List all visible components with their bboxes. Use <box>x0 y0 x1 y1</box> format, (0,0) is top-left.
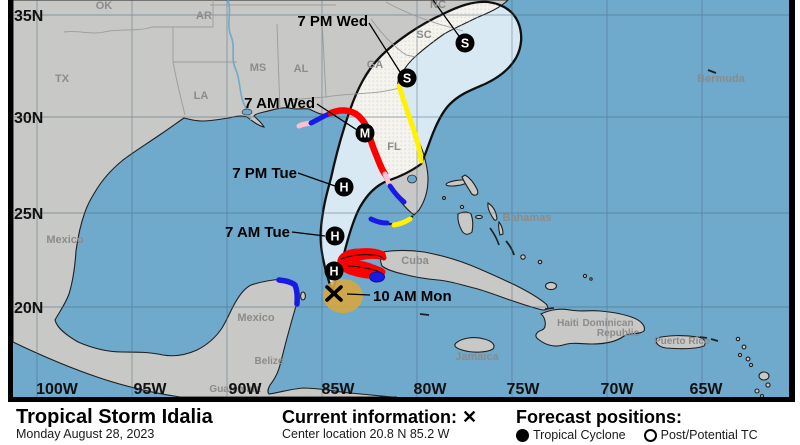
cone-of-uncertainty-outline <box>319 0 523 295</box>
time-label-wed7am: 7 AM Wed <box>244 95 315 112</box>
label-texas: TX <box>55 73 70 85</box>
page-margin-left <box>0 0 8 402</box>
forecast-marker-circle <box>455 33 475 53</box>
lon-label-85w: 85W <box>322 381 356 398</box>
ts-watch-upper-keys <box>391 216 413 228</box>
page-margin-right <box>795 0 800 402</box>
lat-label-35n: 35N <box>14 8 43 25</box>
marker-letter: M <box>360 127 370 141</box>
lon-label-90w: 90W <box>229 381 263 398</box>
label-guatemala: Guatemala <box>209 384 261 395</box>
time-label-tue7pm: 7 PM Tue <box>232 165 297 182</box>
current-position-x-glyph: ✕ <box>462 407 478 427</box>
coordinate-labels: 35N 30N 25N 20N 100W 95W 90W 85W 80W 75W… <box>14 8 723 398</box>
cutoff-leader-line <box>432 0 460 37</box>
state-borders <box>63 0 464 116</box>
current-position-x-icon <box>325 285 343 302</box>
label-bahamas: Bahamas <box>503 212 552 224</box>
label-alabama: AL <box>294 63 309 75</box>
forecast-time-labels: 10 AM Mon 7 AM Tue 7 PM Tue 7 AM Wed 7 P… <box>225 13 452 305</box>
label-bermuda: Bermuda <box>697 73 746 85</box>
marker-letter: S <box>461 37 469 51</box>
map-frame-left <box>8 0 13 402</box>
lake-pontchartrain <box>241 108 253 116</box>
lon-label-100w: 100W <box>36 381 79 398</box>
label-north-carolina: NC <box>430 0 446 11</box>
label-louisiana: LA <box>194 90 209 102</box>
west-cuba-coastline-detail <box>340 254 385 260</box>
forecast-positions-legend: Tropical Cyclone Post/Potential TC <box>516 428 758 442</box>
time-label-wed7pm: 7 PM Wed <box>297 13 368 30</box>
info-footer-bar: Tropical Storm Idalia Monday August 28, … <box>0 402 800 445</box>
time-label-tue7am: 7 AM Tue <box>225 224 290 241</box>
forecast-positions-block: Forecast positions: Tropical Cyclone Pos… <box>516 407 758 442</box>
label-leader-lines <box>291 0 460 296</box>
label-mexico: Mexico <box>46 234 84 246</box>
lat-label-20n: 20N <box>14 300 43 317</box>
advisory-date: Monday August 28, 2023 <box>16 427 155 441</box>
forecast-marker-circle <box>355 123 375 143</box>
label-jamaica: Jamaica <box>455 351 499 363</box>
lon-label-75w: 75W <box>507 381 541 398</box>
ts-warning-florida-southwest <box>387 183 407 205</box>
lon-label-70w: 70W <box>601 381 635 398</box>
label-cuba: Cuba <box>401 255 429 267</box>
label-belize: Belize <box>255 356 284 367</box>
marker-letter: S <box>403 72 411 86</box>
lon-label-65w: 65W <box>690 381 724 398</box>
map-frame-bottom-divider <box>8 397 795 402</box>
label-dominican-republic-line1: Dominican <box>582 318 633 329</box>
lat-label-25n: 25N <box>14 206 43 223</box>
forecast-positions-heading: Forecast positions: <box>516 407 683 427</box>
label-dominican-republic-line2: Republic <box>597 328 640 339</box>
tropical-cyclone-dot-icon <box>516 428 529 442</box>
storm-title-block: Tropical Storm Idalia Monday August 28, … <box>16 407 213 442</box>
label-florida: FL <box>387 141 401 153</box>
label-arkansas: AR <box>196 10 212 22</box>
time-label-mon10am: 10 AM Mon <box>373 288 452 305</box>
lon-label-80w: 80W <box>414 381 448 398</box>
label-mississippi: MS <box>250 62 267 74</box>
ts-warning-isla-juventud <box>369 271 385 283</box>
post-potential-tc-label: Post/Potential TC <box>660 428 758 442</box>
current-information-heading: Current information: ✕ <box>282 407 477 427</box>
label-mexico-yucatan: Mexico <box>237 312 275 324</box>
geographic-labels: OK AR TX MS AL LA GA SC NC FL Mexico Mex… <box>46 0 745 395</box>
lon-label-95w: 95W <box>134 381 168 398</box>
label-oklahoma: OK <box>96 0 113 12</box>
marker-letter: H <box>329 265 338 279</box>
forecast-marker-circle <box>324 261 344 281</box>
map-frame-right <box>789 0 795 402</box>
lake-okeechobee <box>407 174 417 184</box>
ts-watch-florida-eastcoast <box>396 83 424 164</box>
ts-warning-yucatan-coast <box>276 277 300 307</box>
label-puerto-rico: Puerto Rico <box>654 336 710 347</box>
graticule <box>13 0 789 397</box>
forecast-marker-circle <box>325 226 345 246</box>
post-potential-tc-circle-icon <box>643 428 657 442</box>
lat-label-30n: 30N <box>14 110 43 127</box>
forecast-position-markers: H H H M S S <box>324 33 475 281</box>
marker-letter: H <box>339 181 348 195</box>
storm-name: Tropical Storm Idalia <box>16 406 213 428</box>
ts-warning-lower-keys <box>368 216 390 226</box>
current-wind-extent-circle <box>323 279 363 313</box>
label-haiti: Haiti <box>557 318 579 329</box>
marker-letter: H <box>330 230 339 244</box>
tropical-cyclone-label: Tropical Cyclone <box>533 428 626 442</box>
current-information-block: Current information: ✕ Center location 2… <box>282 407 477 442</box>
forecast-marker-circle <box>334 177 354 197</box>
forecast-cone-map: H H H M S S OK AR TX MS AL LA GA SC NC F… <box>0 0 800 402</box>
current-information-heading-text: Current information: <box>282 407 457 427</box>
forecast-marker-circle <box>397 68 417 88</box>
label-south-carolina: SC <box>416 29 431 41</box>
label-georgia: GA <box>367 59 384 71</box>
center-location: Center location 20.8 N 85.2 W <box>282 427 450 441</box>
